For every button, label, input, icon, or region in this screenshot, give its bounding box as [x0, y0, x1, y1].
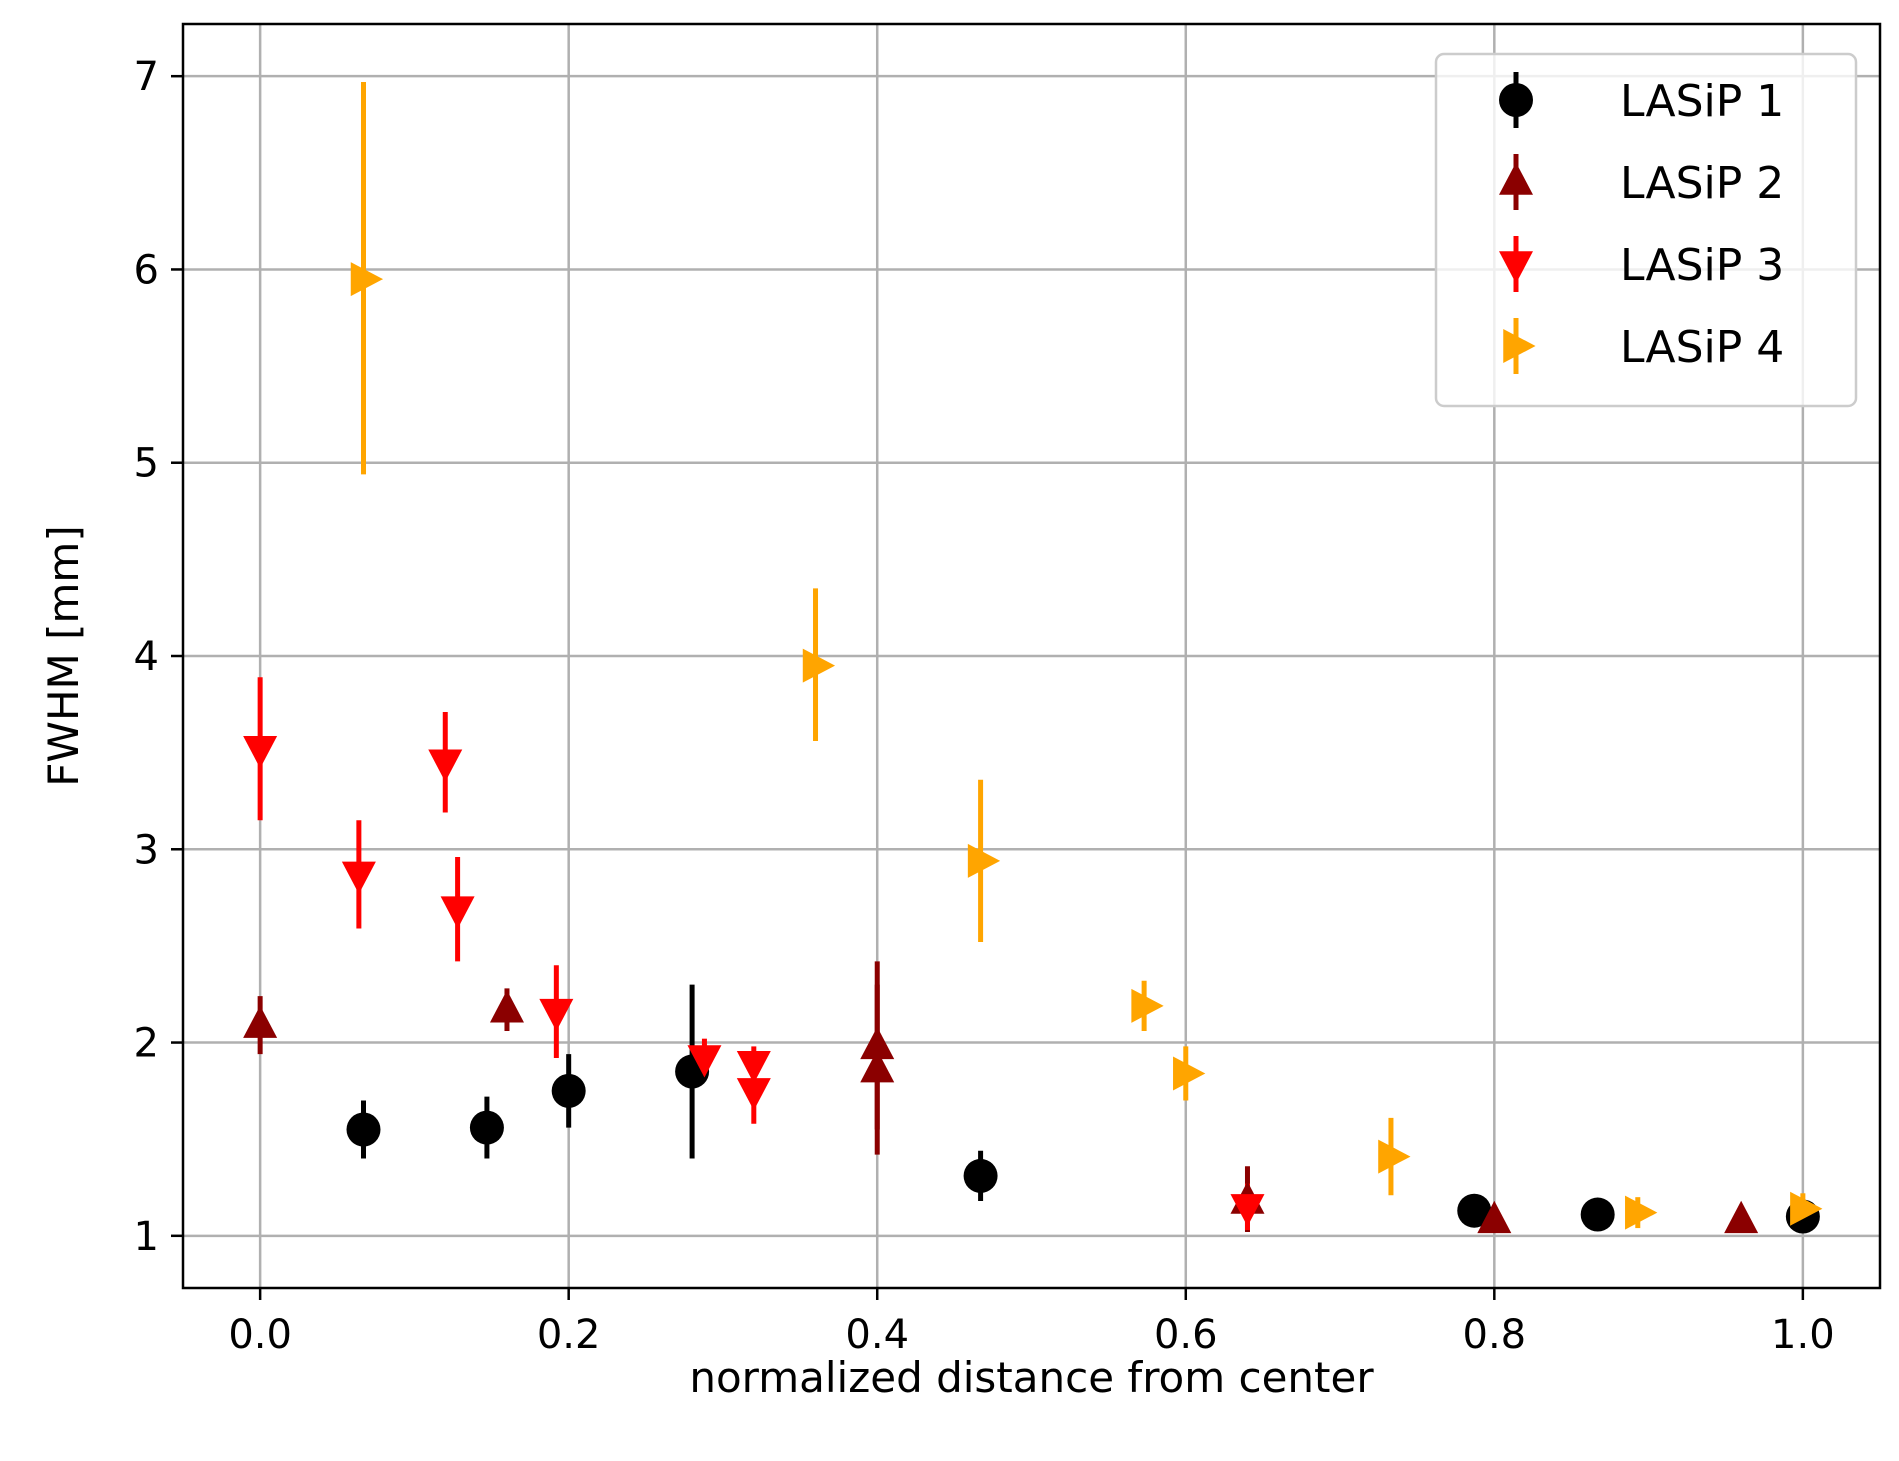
lasip-3-point — [539, 998, 574, 1032]
lasip-4-point — [1378, 1139, 1411, 1174]
y-tick-label: 5 — [134, 441, 159, 487]
x-axis-label: normalized distance from center — [689, 1353, 1374, 1402]
lasip-3-legend-label: LASiP 3 — [1620, 240, 1784, 291]
lasip-2-point — [1477, 1200, 1512, 1234]
lasip-4-point — [1625, 1195, 1658, 1230]
x-tick-label: 0.6 — [1154, 1312, 1218, 1358]
y-tick-label: 7 — [134, 54, 159, 100]
lasip-3-point — [341, 861, 376, 894]
lasip-1-point — [346, 1112, 381, 1147]
y-tick-label: 3 — [134, 827, 159, 873]
lasip-3-point — [736, 1051, 771, 1084]
lasip-2-point — [243, 1005, 278, 1038]
x-tick-label: 1.0 — [1771, 1312, 1835, 1358]
lasip-3-point — [243, 736, 278, 769]
lasip-4-point — [1173, 1056, 1206, 1091]
grid — [183, 24, 1880, 1288]
lasip-3-point — [736, 1078, 771, 1111]
x-tick-label: 0.0 — [228, 1312, 292, 1358]
lasip-1-point — [1580, 1197, 1615, 1232]
lasip-1-legend-marker — [1499, 83, 1533, 117]
legend-box — [1434, 52, 1858, 408]
lasip-2-legend-label: LASiP 2 — [1620, 158, 1784, 209]
legend-entries: LASiP 1 LASiP 2 LASiP 3 LASiP 4 — [1499, 72, 1784, 374]
y-tick-label: 2 — [134, 1021, 159, 1067]
y-tick-label: 6 — [134, 247, 159, 293]
y-tick-label: 4 — [134, 634, 159, 680]
lasip-2-legend-marker — [1499, 162, 1533, 195]
lasip-3-legend-marker — [1499, 251, 1533, 284]
lasip-1-point — [1457, 1193, 1492, 1228]
lasip-3-point — [440, 896, 475, 929]
data-markers — [243, 262, 1823, 1234]
lasip-2-point — [489, 990, 524, 1023]
lasip-4-legend-label: LASiP 4 — [1620, 322, 1784, 373]
lasip-1-point — [551, 1073, 586, 1108]
lasip-3-point — [428, 749, 463, 782]
x-tick-label: 0.8 — [1463, 1312, 1527, 1358]
lasip-4-point — [967, 843, 1001, 878]
lasip-3-point — [687, 1045, 722, 1078]
lasip-1-legend-label: LASiP 1 — [1620, 76, 1784, 127]
x-tick-label: 0.2 — [537, 1312, 601, 1358]
x-tick-label: 0.4 — [845, 1312, 909, 1358]
lasip-4-point — [1790, 1191, 1823, 1226]
y-axis-label: FWHM [mm] — [39, 525, 88, 786]
lasip-1-point — [469, 1110, 504, 1145]
lasip-1-point — [963, 1158, 998, 1193]
lasip-2-point — [860, 1050, 895, 1083]
legend: LASiP 1 LASiP 2 LASiP 3 LASiP 4 — [1434, 52, 1858, 408]
lasip-4-point — [1131, 988, 1164, 1023]
lasip-2-point — [1724, 1200, 1759, 1234]
axis-ticks: 0.0 0.2 0.4 0.6 0.8 1.0 1 2 3 4 5 6 7 — [134, 54, 1835, 1358]
lasip-4-point — [802, 648, 836, 683]
lasip-4-point — [350, 262, 384, 297]
lasip-4-legend-marker — [1503, 329, 1536, 363]
y-tick-label: 1 — [134, 1214, 159, 1260]
lasip-2-point — [860, 1026, 895, 1060]
lasip-3-point — [1230, 1194, 1265, 1227]
